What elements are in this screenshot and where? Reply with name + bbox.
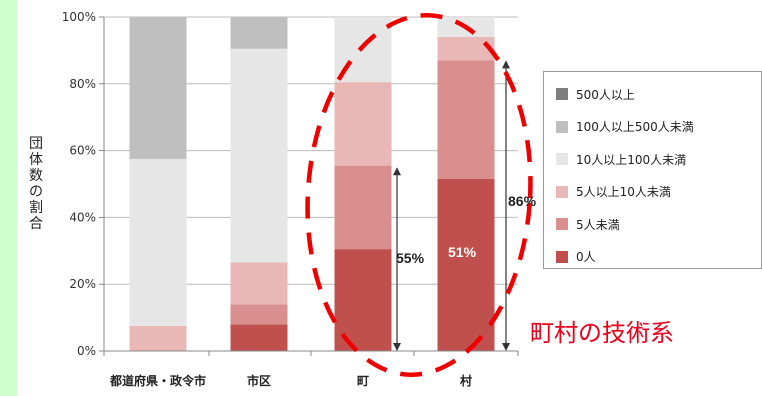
y-axis-title-char: 体 [29,152,43,168]
x-tick-label: 都道府県・政令市 [109,373,206,388]
bar-segment [129,158,187,326]
bar-segment [334,82,392,166]
legend-label: 0人 [576,250,596,264]
legend-swatch [556,218,568,230]
legend: 500人以上 100人以上500人未満 10人以上100人未満 5人以上10人未満 5人… [543,71,762,269]
legend-label: 5人以上10人未満 [576,185,671,199]
y-axis-title: 団体数の割合 [26,136,46,232]
legend-item: 5人未満 [556,216,620,232]
bar-segment [334,165,392,250]
y-tick-label: 80% [69,77,96,91]
legend-label: 100人以上500人未満 [576,120,694,134]
annotation-55: 55% [396,250,425,266]
legend-item: 100人以上500人未満 [556,119,694,135]
bar-segment [230,262,288,305]
y-axis-title-char: の [29,184,43,200]
y-axis-title-char: 団 [29,136,43,152]
bar-segment [437,37,495,61]
arrow-86-head-bottom [502,343,510,351]
legend-label: 10人以上100人未満 [576,152,687,167]
arrow-55-head-top [393,167,401,176]
legend-swatch [556,185,568,198]
x-tick-label: 村 [460,373,472,388]
arrow-86-head-top [502,60,510,69]
bar-segment [437,60,495,179]
x-tick-label: 町 [357,374,369,388]
y-tick-label: 40% [69,210,96,224]
legend-item: 5人以上10人未満 [556,184,671,200]
legend-swatch [556,250,568,263]
legend-label: 5人未満 [576,217,620,232]
y-tick-label: 0% [77,344,96,358]
arrow-55-head-bottom [393,343,401,351]
y-axis-title-char: 数 [29,168,43,184]
bar-segment [129,17,187,159]
y-axis-title-char: 合 [29,216,43,232]
bar-segment [129,325,187,351]
bar-segment [230,324,288,351]
y-tick-label: 60% [69,144,96,158]
x-tick-label: 市区 [247,373,271,388]
y-axis-title-char: 割 [29,200,43,216]
highlight-ellipse [305,13,533,377]
bar-segment [230,48,288,263]
legend-swatch [556,88,568,100]
bar-segment [230,17,288,49]
caption-text: 町村の技術系 [530,319,674,347]
annotation-51: 51% [448,244,477,260]
annotation-86: 86% [508,193,537,209]
y-tick-label: 20% [69,277,96,291]
bar-segment [230,304,288,325]
legend-label: 500人以上 [576,87,635,102]
legend-swatch [556,120,568,133]
legend-swatch [556,153,568,165]
y-tick-label: 100% [62,10,96,24]
legend-item: 0人 [556,249,596,265]
legend-item: 10人以上100人未満 [556,151,686,167]
legend-item: 500人以上 [556,86,635,102]
bar-segment [437,178,495,351]
